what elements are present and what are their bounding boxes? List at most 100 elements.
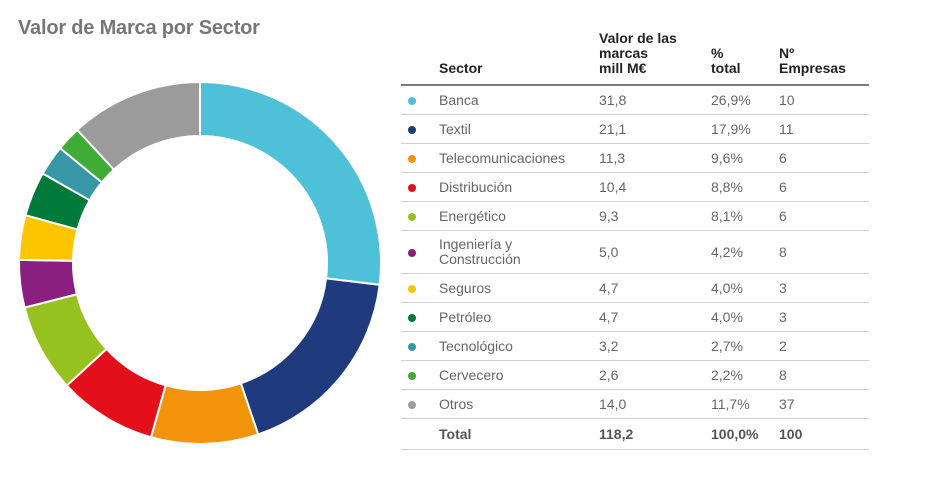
table-row: Textil 21,1 17,9% 11 (401, 114, 869, 144)
companies-cell: 8 (779, 230, 869, 274)
table-row: Cervecero 2,6 2,2% 8 (401, 360, 869, 390)
legend-dot (408, 400, 416, 409)
percent-header: % total (711, 31, 779, 86)
sector-cell: Tecnológico (439, 331, 599, 361)
legend-dot-cell (401, 302, 439, 332)
companies-cell: 6 (779, 143, 869, 173)
percent-cell: 26,9% (711, 85, 779, 115)
dot-header (401, 31, 439, 86)
legend-dot (408, 313, 416, 322)
legend-dot (408, 96, 416, 105)
value-cell: 31,8 (599, 85, 711, 115)
legend-dot-cell (401, 143, 439, 173)
table-row: Seguros 4,7 4,0% 3 (401, 273, 869, 303)
companies-header-line: Nº (779, 45, 795, 61)
sector-cell: Petróleo (439, 302, 599, 332)
value-cell: 4,7 (599, 273, 711, 303)
value-cell: 5,0 (599, 230, 711, 274)
donut-slice-otros (75, 80, 201, 172)
companies-cell: 37 (779, 389, 869, 419)
table-row: Banca 31,8 26,9% 10 (401, 85, 869, 115)
sector-cell: Banca (439, 85, 599, 115)
legend-dot (408, 212, 416, 221)
value-cell: 21,1 (599, 114, 711, 144)
legend-dot-cell (401, 114, 439, 144)
value-cell: 4,7 (599, 302, 711, 332)
sector-table-container: Sector Valor de las marcas mill M€ % tot… (401, 31, 871, 450)
legend-dot-cell (401, 172, 439, 202)
legend-dot (408, 125, 416, 134)
legend-dot (408, 183, 416, 192)
percent-header-line: % (711, 45, 724, 61)
percent-cell: 8,8% (711, 172, 779, 202)
chart-title: Valor de Marca por Sector (18, 17, 260, 39)
donut-slice-telecomunicaciones (149, 381, 260, 445)
sector-cell: Ingeniería y Construcción (439, 230, 599, 274)
companies-cell: 8 (779, 360, 869, 390)
percent-header-line: total (711, 60, 741, 76)
sector-cell: Telecomunicaciones (439, 143, 599, 173)
value-cell: 2,6 (599, 360, 711, 390)
legend-dot (408, 248, 416, 257)
value-cell: 10,4 (599, 172, 711, 202)
donut-chart (18, 80, 382, 445)
donut-slice-textil (239, 277, 381, 436)
total-spacer (401, 418, 439, 450)
legend-dot-cell (401, 85, 439, 115)
percent-cell: 17,9% (711, 114, 779, 144)
legend-dot-cell (401, 201, 439, 231)
value-cell: 9,3 (599, 201, 711, 231)
value-cell: 14,0 (599, 389, 711, 419)
percent-cell: 4,2% (711, 230, 779, 274)
total-label: Total (439, 418, 599, 450)
percent-cell: 4,0% (711, 302, 779, 332)
percent-cell: 2,2% (711, 360, 779, 390)
sector-header: Sector (439, 31, 599, 86)
value-header: Valor de las marcas mill M€ (599, 30, 711, 86)
legend-dot (408, 371, 416, 380)
total-companies: 100 (779, 418, 869, 450)
table-header-row: Sector Valor de las marcas mill M€ % tot… (401, 30, 869, 86)
table-row: Energético 9,3 8,1% 6 (401, 201, 869, 231)
table-row: Tecnológico 3,2 2,7% 2 (401, 331, 869, 361)
value-header-line: Valor de las (599, 30, 677, 46)
legend-dot-cell (401, 389, 439, 419)
companies-cell: 6 (779, 201, 869, 231)
legend-dot-cell (401, 230, 439, 274)
companies-cell: 6 (779, 172, 869, 202)
sector-cell: Otros (439, 389, 599, 419)
sector-name-line: Ingeniería y (439, 236, 513, 252)
total-value: 118,2 (599, 418, 711, 450)
sector-cell: Energético (439, 201, 599, 231)
percent-cell: 9,6% (711, 143, 779, 173)
companies-header-line: Empresas (779, 60, 846, 76)
sector-cell: Seguros (439, 273, 599, 303)
companies-cell: 10 (779, 85, 869, 115)
table-row: Petróleo 4,7 4,0% 3 (401, 302, 869, 332)
table-row: Distribución 10,4 8,8% 6 (401, 172, 869, 202)
sector-cell: Cervecero (439, 360, 599, 390)
percent-cell: 11,7% (711, 389, 779, 419)
legend-dot-cell (401, 360, 439, 390)
percent-cell: 2,7% (711, 331, 779, 361)
value-cell: 11,3 (599, 143, 711, 173)
donut-slice-banca (199, 80, 382, 286)
sector-name-line: Construcción (439, 251, 521, 267)
companies-cell: 11 (779, 114, 869, 144)
value-header-line: mill M€ (599, 60, 647, 76)
sector-cell: Distribución (439, 172, 599, 202)
legend-dot (408, 154, 416, 163)
companies-cell: 3 (779, 302, 869, 332)
value-header-line: marcas (599, 45, 649, 61)
table-row: Ingeniería y Construcción 5,0 4,2% 8 (401, 230, 869, 274)
companies-cell: 3 (779, 273, 869, 303)
table-row: Otros 14,0 11,7% 37 (401, 389, 869, 419)
companies-cell: 2 (779, 331, 869, 361)
legend-dot-cell (401, 273, 439, 303)
table-row: Telecomunicaciones 11,3 9,6% 6 (401, 143, 869, 173)
sector-cell: Textil (439, 114, 599, 144)
sector-table: Sector Valor de las marcas mill M€ % tot… (401, 31, 869, 450)
percent-cell: 4,0% (711, 273, 779, 303)
companies-header: Nº Empresas (779, 31, 869, 86)
legend-dot-cell (401, 331, 439, 361)
